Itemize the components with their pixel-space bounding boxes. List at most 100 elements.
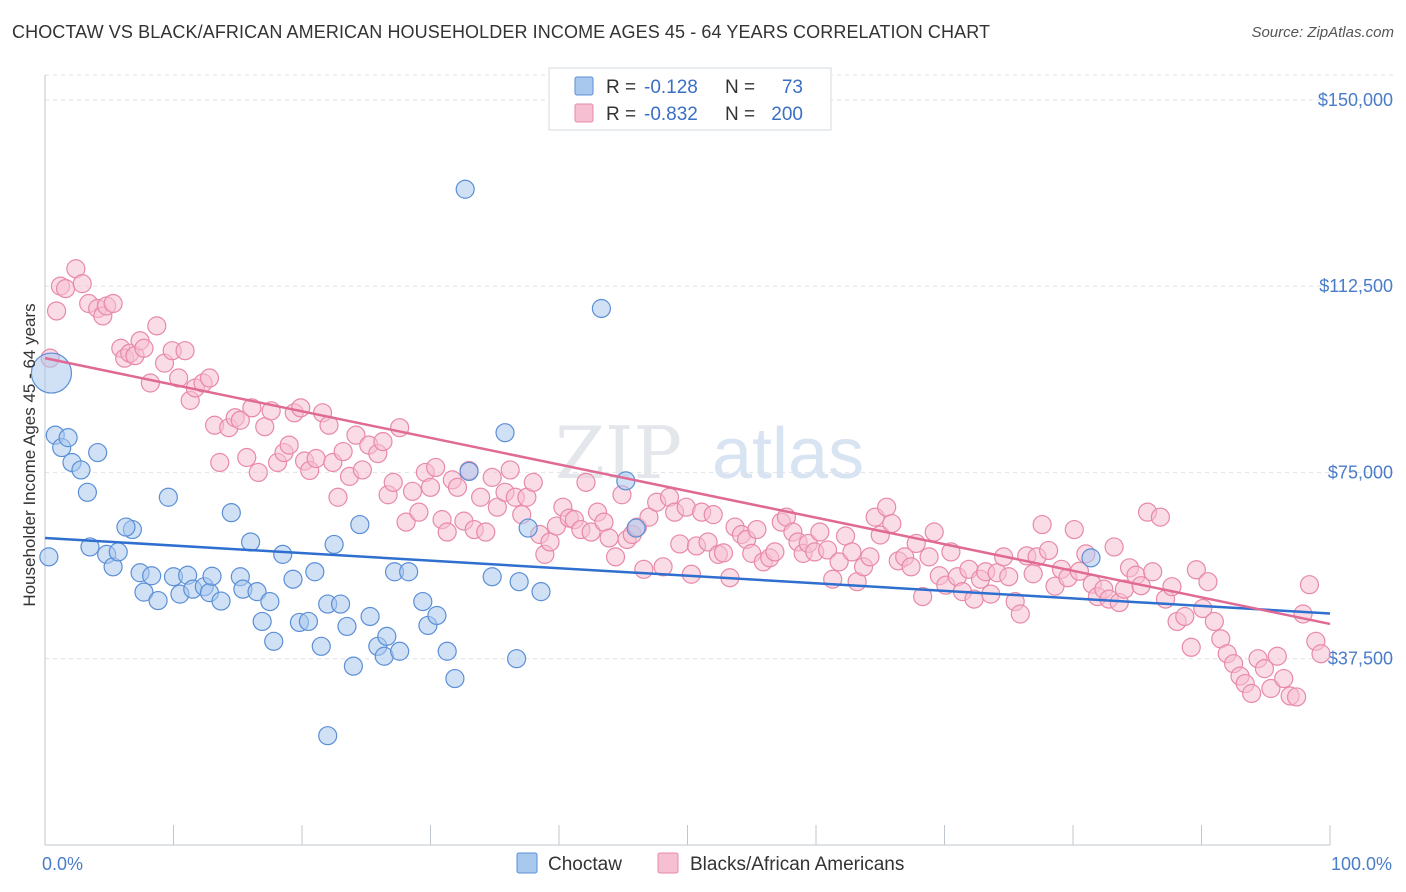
point-choctaw-72 [318, 726, 338, 746]
point-choctaw-60 [459, 461, 479, 482]
point-choctaw-33 [260, 591, 280, 612]
point-black-68 [447, 477, 468, 497]
point-choctaw-52 [390, 641, 410, 661]
point-black-44 [306, 448, 326, 469]
point-black-195 [1186, 560, 1206, 580]
point-choctaw-35 [273, 544, 293, 564]
x-tick-label-min: 0.0% [42, 854, 83, 874]
point-black-139 [860, 547, 880, 567]
point-black-18 [147, 316, 167, 336]
point-choctaw-46 [350, 514, 370, 535]
legend-r-value-black: -0.832 [644, 104, 698, 125]
point-black-1 [46, 301, 67, 321]
point-black-72 [471, 487, 491, 507]
point-black-41 [291, 398, 311, 418]
legend-n-label-choctaw: N = [725, 77, 755, 98]
point-black-146 [901, 557, 921, 577]
point-black-111 [698, 532, 718, 552]
series-legend-label-choctaw: Choctaw [548, 854, 622, 875]
point-black-170 [1038, 540, 1059, 561]
point-black-3 [55, 279, 76, 299]
point-choctaw-69 [626, 518, 646, 538]
point-choctaw-17 [148, 590, 168, 611]
y-tick-label-0: $37,500 [1328, 649, 1393, 669]
point-choctaw-50 [377, 626, 397, 646]
point-choctaw-58 [445, 668, 465, 689]
point-black-39 [279, 435, 299, 455]
point-choctaw-25 [202, 566, 222, 586]
point-choctaw-67 [591, 298, 612, 319]
point-black-49 [333, 441, 353, 462]
point-black-163 [999, 567, 1019, 587]
point-black-64 [426, 457, 446, 478]
watermark-atlas: atlas [712, 414, 864, 494]
point-choctaw-39 [305, 562, 325, 582]
point-black-193 [1175, 606, 1195, 627]
point-black-57 [383, 472, 403, 492]
point-choctaw-11 [108, 542, 128, 562]
y-tick-label-1: $75,000 [1328, 462, 1393, 482]
point-black-181 [1104, 537, 1124, 557]
point-black-131 [810, 522, 830, 542]
point-choctaw-57 [437, 641, 457, 661]
point-black-95 [605, 547, 626, 567]
point-black-22 [175, 341, 195, 361]
trend-lines [44, 356, 1331, 626]
x-ticks [173, 825, 1331, 845]
point-black-103 [653, 557, 673, 577]
point-black-66 [437, 522, 457, 542]
point-black-10 [103, 293, 123, 314]
series-legend: Choctaw Blacks/African Americans [516, 852, 904, 875]
point-choctaw-7 [88, 442, 108, 463]
point-choctaw-43 [330, 594, 351, 614]
point-black-142 [877, 497, 897, 517]
point-black-101 [639, 507, 659, 527]
point-choctaw-62 [495, 423, 515, 443]
point-black-51 [346, 425, 366, 445]
point-black-120 [747, 519, 767, 540]
legend-n-value-choctaw: 73 [782, 77, 803, 98]
point-black-77 [500, 460, 520, 480]
point-choctaw-15 [134, 582, 154, 602]
watermark: ZIP atlas [555, 411, 864, 495]
legend-r-label-black: R = [606, 104, 636, 125]
point-choctaw-63 [506, 649, 527, 669]
point-black-61 [409, 502, 429, 522]
point-choctaw-44 [337, 616, 357, 637]
point-choctaw-40 [311, 636, 331, 656]
point-choctaw-66 [531, 582, 551, 602]
point-black-209 [1274, 668, 1294, 689]
point-black-167 [1023, 564, 1043, 584]
point-black-206 [1254, 659, 1275, 679]
x-tick-label-max: 100.0% [1331, 854, 1392, 874]
point-black-213 [1299, 575, 1320, 595]
point-black-48 [328, 487, 348, 507]
y-tick-label-3: $150,000 [1318, 90, 1393, 110]
point-black-94 [599, 528, 619, 548]
point-choctaw-70 [1081, 548, 1101, 568]
legend-n-value-black: 200 [771, 104, 803, 125]
point-black-114 [713, 543, 734, 563]
point-black-75 [487, 497, 507, 517]
source-credit: Source: ZipAtlas.com [1251, 24, 1394, 41]
point-black-60 [402, 481, 423, 501]
point-choctaw-45 [343, 656, 363, 676]
correlation-legend-box [548, 67, 832, 131]
legend-swatch-choctaw [574, 76, 594, 96]
point-black-17 [140, 373, 160, 393]
point-choctaw-65 [518, 518, 538, 538]
data-points [30, 179, 1331, 746]
point-black-100 [634, 559, 654, 579]
point-black-150 [924, 522, 944, 542]
point-choctaw-27 [221, 503, 241, 523]
point-choctaw-53 [399, 562, 419, 582]
point-black-132 [817, 540, 838, 560]
legend-r-label-choctaw: R = [606, 77, 636, 98]
point-choctaw-47 [360, 606, 380, 627]
point-black-204 [1242, 683, 1262, 704]
point-black-63 [420, 477, 441, 497]
y-tick-labels: $37,500 $75,000 $112,500 $150,000 [1318, 90, 1393, 669]
point-black-26 [199, 368, 220, 388]
point-black-31 [230, 410, 250, 430]
point-black-165 [1010, 604, 1030, 624]
